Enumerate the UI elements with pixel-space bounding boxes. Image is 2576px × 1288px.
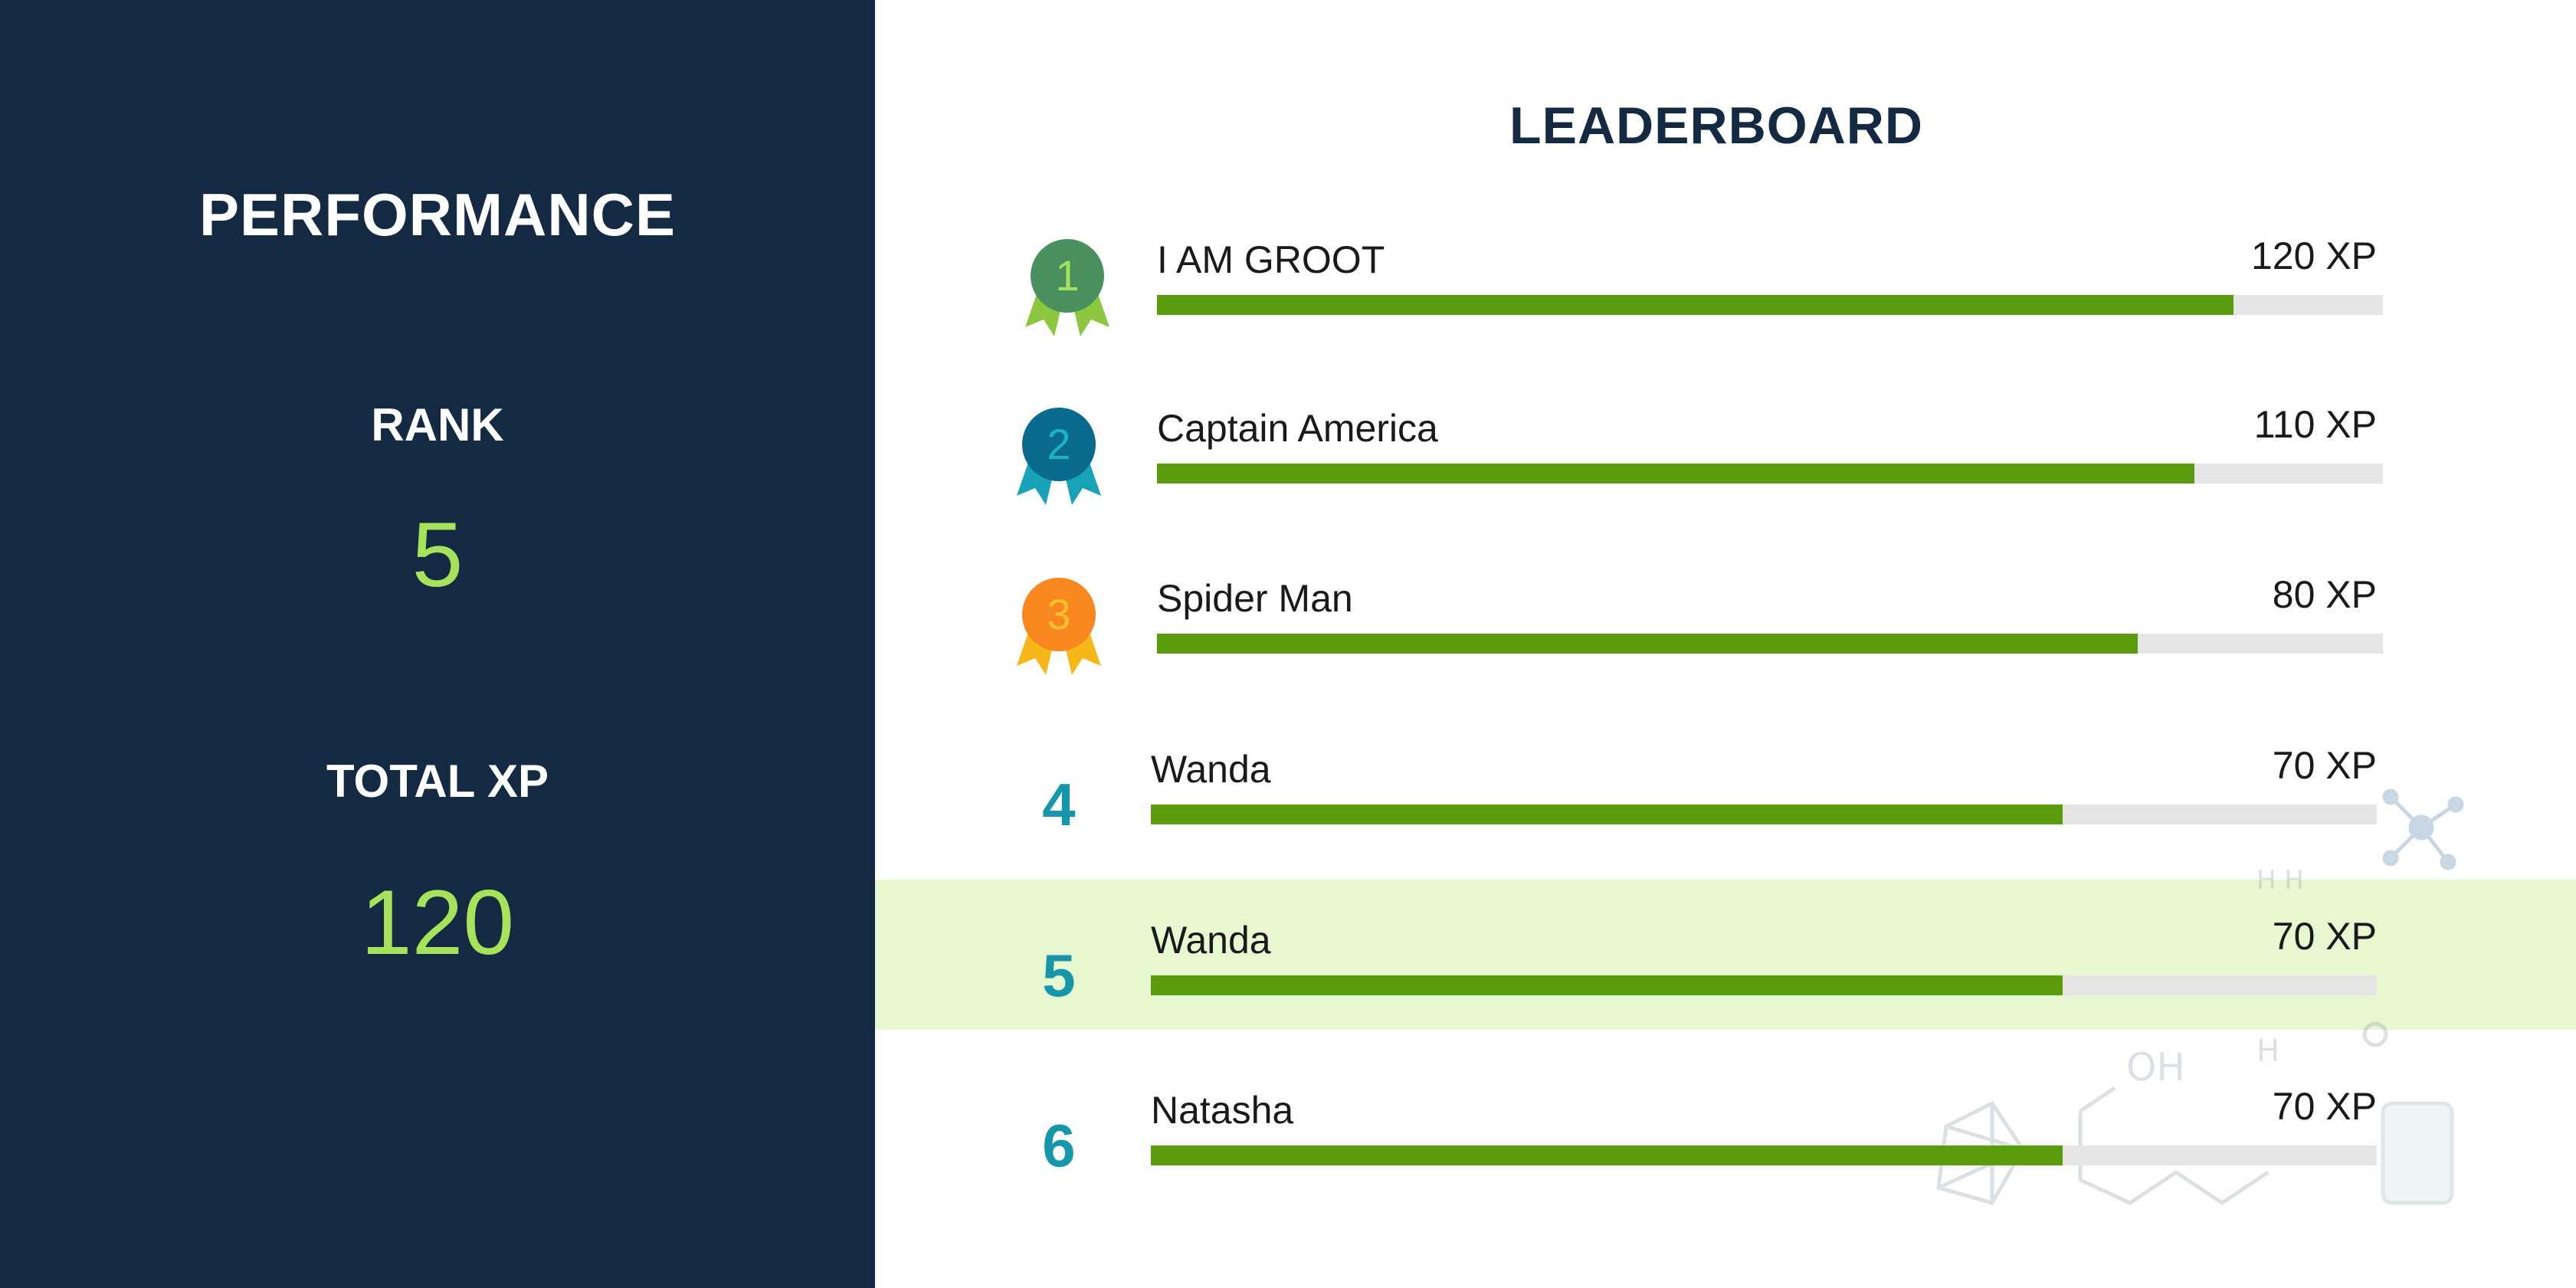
total-xp-value: 120 — [360, 871, 515, 974]
svg-text:H H: H H — [2256, 865, 2304, 896]
current-user-highlight — [875, 880, 2576, 1030]
rank-number: 6 — [1042, 1112, 1076, 1179]
player-xp: 110 XP — [2253, 403, 2377, 446]
player-xp: 70 XP — [2272, 1085, 2377, 1128]
player-xp: 80 XP — [2272, 573, 2377, 616]
xp-progress-fill — [1157, 634, 2138, 654]
rank-number: 5 — [1042, 942, 1076, 1009]
player-name: I AM GROOT — [1157, 238, 1385, 281]
xp-progress-track — [1151, 805, 2377, 824]
leaderboard-title: LEADERBOARD — [1509, 97, 1923, 155]
xp-progress-fill — [1151, 1145, 2063, 1165]
performance-title: PERFORMANCE — [198, 181, 676, 248]
xp-progress-fill — [1157, 464, 2194, 483]
player-name: Wanda — [1151, 748, 1271, 791]
rank-number: 4 — [1042, 771, 1076, 838]
player-xp: 70 XP — [2272, 744, 2377, 787]
xp-progress-track — [1157, 634, 2383, 654]
xp-progress-fill — [1157, 295, 2234, 315]
medal-icon: 3 — [1017, 578, 1101, 675]
rank-value: 5 — [411, 503, 464, 606]
player-name: Spider Man — [1157, 577, 1353, 620]
xp-progress-fill — [1151, 975, 2063, 995]
xp-progress-track — [1151, 975, 2377, 995]
medal-icon: 1 — [1025, 239, 1109, 336]
medal-rank-number: 1 — [1055, 251, 1079, 300]
player-name: Wanda — [1151, 919, 1271, 962]
molecule-icon — [2382, 788, 2464, 870]
svg-text:H: H — [2256, 1034, 2279, 1069]
total-xp-label: TOTAL XP — [326, 755, 549, 807]
xp-progress-track — [1151, 1145, 2377, 1165]
xp-progress-fill — [1151, 805, 2063, 824]
chemistry-doodle-icon: OH H H H — [1936, 865, 2454, 1206]
svg-text:OH: OH — [2126, 1045, 2185, 1090]
rank-label: RANK — [371, 399, 504, 451]
player-xp: 120 XP — [2250, 234, 2377, 277]
xp-progress-track — [1157, 464, 2383, 483]
player-name: Captain America — [1157, 407, 1438, 450]
medal-rank-number: 2 — [1047, 420, 1070, 468]
medal-rank-number: 3 — [1047, 590, 1070, 638]
medal-icon: 2 — [1017, 408, 1101, 505]
player-xp: 70 XP — [2272, 915, 2377, 958]
player-name: Natasha — [1151, 1089, 1294, 1132]
performance-panel: PERFORMANCE RANK 5 TOTAL XP 120 — [0, 0, 875, 1288]
xp-progress-track — [1157, 295, 2383, 315]
